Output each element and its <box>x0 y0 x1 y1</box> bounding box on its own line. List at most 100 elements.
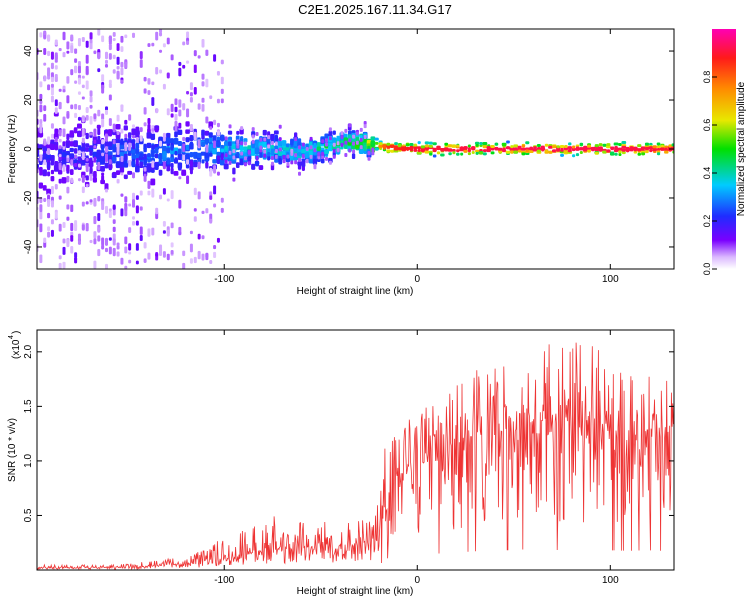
heatmap-cell <box>255 161 259 167</box>
heatmap-cell <box>104 51 108 60</box>
heatmap-cell <box>544 149 549 153</box>
heatmap-cell <box>278 150 283 156</box>
heatmap-cell <box>85 157 89 162</box>
heatmap-cell <box>293 139 298 147</box>
heatmap-cell <box>132 199 136 208</box>
heatmap-cell <box>270 161 274 166</box>
heatmap-cell <box>101 201 105 211</box>
heatmap-cell <box>50 143 55 150</box>
heatmap-cell <box>107 141 113 147</box>
heatmap-cell <box>39 196 43 204</box>
heatmap-cell <box>351 153 356 160</box>
heatmap-cell <box>166 229 170 237</box>
heatmap-cell <box>223 163 229 170</box>
heatmap-cell <box>62 31 66 41</box>
heatmap-cell <box>397 147 402 151</box>
heatmap-cell <box>636 148 642 152</box>
heatmap-cell <box>50 219 54 225</box>
heatmap-cell <box>243 147 248 153</box>
heatmap-cell <box>189 160 193 167</box>
heatmap-cell <box>54 165 59 171</box>
heatmap-cell <box>155 108 159 114</box>
heatmap-cell <box>474 141 480 145</box>
heatmap-cell <box>193 208 197 212</box>
heatmap-cell <box>131 142 136 150</box>
heatmap-cell <box>85 201 89 205</box>
heatmap-cell <box>363 144 367 151</box>
heatmap-cell <box>66 133 70 141</box>
heatmap-cell <box>456 152 460 156</box>
heatmap-cell <box>54 107 58 114</box>
heatmap-cell <box>120 172 124 176</box>
snr-ylabel: SNR (10 * v/v) <box>7 418 18 482</box>
heatmap-cell <box>120 35 124 43</box>
heatmap-cell <box>108 164 113 169</box>
heatmap-cell <box>120 104 124 112</box>
heatmap-cell <box>85 107 89 111</box>
heatmap-cell <box>213 203 217 208</box>
heatmap-cell <box>159 29 163 33</box>
heatmap-cell <box>528 150 534 154</box>
heatmap-cell <box>42 146 47 152</box>
heatmap-cell <box>158 159 163 165</box>
heatmap-cell <box>294 137 298 142</box>
heatmap-cell <box>97 52 101 60</box>
heatmap-cell <box>58 262 62 269</box>
heatmap-cell <box>621 145 627 149</box>
heatmap-cell <box>324 149 329 155</box>
heatmap-cell <box>243 162 247 167</box>
heatmap-cell <box>374 147 379 151</box>
heatmap-cell <box>120 257 124 265</box>
heatmap-cell <box>358 147 364 154</box>
heatmap-cell <box>181 171 187 176</box>
y-tick-label: 40 <box>23 45 34 57</box>
heatmap-cell <box>46 153 51 159</box>
heatmap-cell <box>81 160 86 166</box>
heatmap-cell <box>290 138 294 146</box>
heatmap-cell <box>255 131 259 136</box>
heatmap-cell <box>112 247 116 257</box>
heatmap-cell <box>313 148 317 153</box>
heatmap-cell <box>135 136 139 143</box>
heatmap-cell <box>50 159 55 166</box>
heatmap-cell <box>116 178 120 184</box>
heatmap-cell <box>93 113 97 120</box>
heatmap-cell <box>293 156 298 161</box>
heatmap-cell <box>301 142 305 147</box>
heatmap-cell <box>104 188 108 193</box>
heatmap-cell <box>641 152 646 156</box>
heatmap-cell <box>43 75 47 82</box>
heatmap-cell <box>151 128 155 132</box>
heatmap-cell <box>139 135 143 142</box>
heatmap-cell <box>81 96 85 100</box>
y-tick-label: 0.5 <box>23 508 34 522</box>
heatmap-cell <box>166 198 170 202</box>
x-tick-label: -100 <box>214 575 234 586</box>
heatmap-cell <box>89 199 93 203</box>
heatmap-cell <box>104 263 108 269</box>
heatmap-cell <box>154 147 159 154</box>
heatmap-cell <box>228 124 232 129</box>
heatmap-cell <box>155 31 159 41</box>
heatmap-cell <box>108 43 112 51</box>
heatmap-cell <box>70 159 74 166</box>
heatmap-cell <box>124 34 128 39</box>
heatmap-cell <box>74 48 78 54</box>
heatmap-cell <box>89 90 93 97</box>
heatmap-cell <box>81 128 85 137</box>
heatmap-cell <box>93 156 97 163</box>
heatmap-cell <box>146 142 152 149</box>
heatmap-cell <box>143 153 147 161</box>
heatmap-cell <box>132 32 136 38</box>
y-tick-label: 1.5 <box>23 399 34 413</box>
heatmap-cell <box>108 208 112 212</box>
heatmap-cell <box>39 132 43 138</box>
heatmap-cell <box>81 36 85 43</box>
heatmap-cell <box>166 158 170 165</box>
heatmap-cell <box>104 109 108 115</box>
heatmap-cell <box>344 140 348 145</box>
heatmap-cell <box>196 152 202 159</box>
heatmap-cell <box>625 147 630 151</box>
heatmap-cell <box>85 65 89 75</box>
heatmap-cell <box>243 156 247 161</box>
